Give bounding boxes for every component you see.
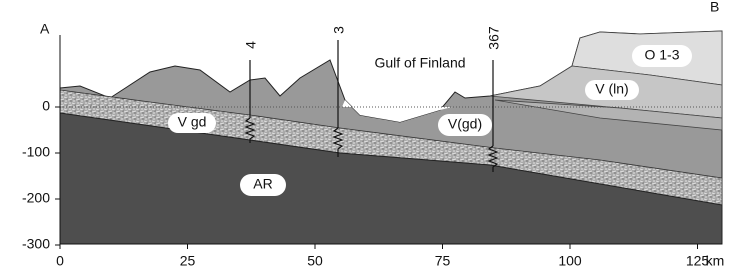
x-tick-label: 75 bbox=[435, 253, 451, 269]
well-label: 367 bbox=[486, 26, 502, 50]
corner-label: A bbox=[40, 21, 50, 37]
x-tick-label: 125 bbox=[686, 253, 710, 269]
cross-section: 4 3 367 Gulf of Finland A B V gd AR V(gd… bbox=[0, 0, 729, 271]
unit-label: O 1-3 bbox=[644, 47, 679, 63]
unit-label: V gd bbox=[178, 114, 207, 130]
y-tick-label: -300 bbox=[22, 236, 50, 252]
x-tick-label: 25 bbox=[180, 253, 196, 269]
well-label: 3 bbox=[331, 26, 347, 34]
unit-label: AR bbox=[253, 176, 272, 192]
unit-label: V(gd) bbox=[448, 116, 482, 132]
unit-label: V (ln) bbox=[595, 81, 628, 97]
x-tick-label: 50 bbox=[307, 253, 323, 269]
y-tick-label: 0 bbox=[42, 98, 50, 114]
corner-label: B bbox=[710, 0, 719, 15]
y-tick-label: -100 bbox=[22, 144, 50, 160]
x-tick-label: 0 bbox=[56, 253, 64, 269]
well-label: 4 bbox=[243, 41, 259, 49]
x-tick-label: 100 bbox=[558, 253, 582, 269]
y-tick-label: -200 bbox=[22, 190, 50, 206]
place-label: Gulf of Finland bbox=[374, 55, 465, 71]
